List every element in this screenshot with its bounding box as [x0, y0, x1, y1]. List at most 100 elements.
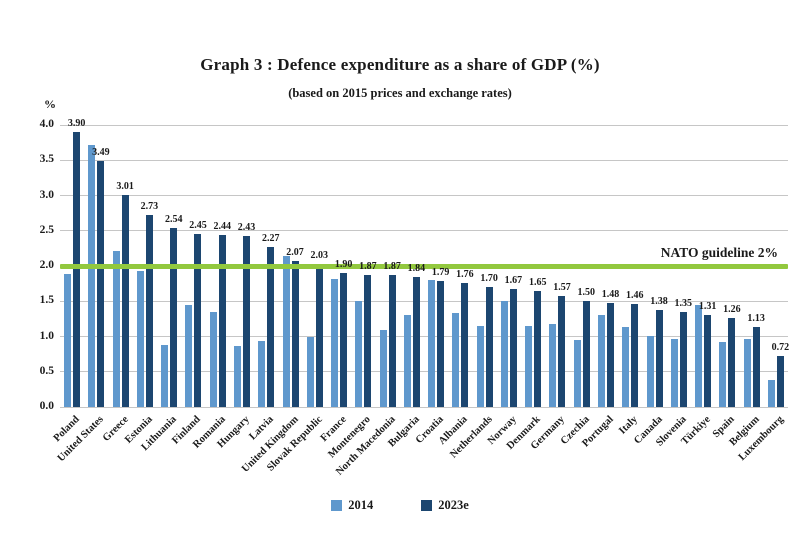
bar-2023e-lithuania	[170, 227, 178, 407]
data-label: 1.79	[431, 266, 450, 278]
y-tick-label: 1.5	[39, 294, 54, 307]
bar-2014-croatia	[428, 280, 436, 407]
bar-2023e-montenegro	[364, 275, 372, 407]
y-axis-unit-label: %	[44, 97, 56, 111]
bar-2023e-united-states	[97, 160, 105, 407]
data-label: 2.54	[164, 213, 183, 225]
data-label: 2.27	[262, 232, 280, 244]
bar-2023e-belgium	[752, 327, 760, 407]
bar-2023e-slovenia	[679, 311, 687, 407]
bar-2014-slovenia	[670, 338, 678, 407]
bar-2023e-luxembourg	[776, 356, 784, 407]
data-label: 2.45	[189, 220, 207, 232]
nato-guideline-label: NATO guideline 2%	[660, 245, 778, 260]
data-label: 1.70	[480, 273, 498, 285]
data-label: 1.26	[723, 304, 741, 316]
bar-2023e-finland	[194, 234, 202, 407]
legend-swatch-icon	[331, 500, 343, 511]
bar-2014-belgium	[743, 338, 751, 407]
data-label: 1.35	[674, 297, 693, 309]
gridline	[60, 371, 788, 373]
y-tick-label: 0.5	[39, 364, 54, 377]
bar-2014-hungary	[234, 346, 241, 407]
bar-2014-norway	[500, 300, 508, 407]
bar-2014-denmark	[525, 325, 533, 407]
bar-2023e-hungary	[243, 235, 250, 407]
bar-2014-united-kingdom	[282, 256, 290, 407]
data-label: 3.01	[116, 180, 134, 192]
data-label: 1.76	[456, 268, 474, 280]
legend-label: 2023e	[438, 498, 469, 512]
bar-2023e-greece	[121, 194, 129, 407]
bar-2014-bulgaria	[403, 314, 411, 407]
bar-2014-estonia	[136, 270, 144, 407]
bar-2023e-netherlands	[485, 287, 493, 407]
bar-2023e-germany	[558, 296, 566, 407]
data-label: 1.57	[553, 282, 571, 294]
bar-2014-portugal	[598, 314, 605, 407]
data-label: 1.13	[747, 313, 765, 325]
data-label: 1.84	[407, 263, 426, 275]
bar-2023e-poland	[73, 132, 81, 407]
bar-2014-latvia	[258, 340, 266, 407]
bar-2014-netherlands	[476, 325, 484, 407]
bar-2014-lithuania	[161, 344, 169, 407]
y-tick-label: 3.5	[39, 153, 54, 166]
bar-2014-poland	[64, 274, 72, 407]
bar-2023e-slovak-republic	[315, 263, 323, 407]
bar-2014-finland	[185, 304, 193, 407]
gridline	[60, 124, 788, 126]
bar-2023e-denmark	[534, 290, 542, 407]
bar-2023e-north-macedonia	[388, 275, 396, 407]
data-label: 1.87	[359, 261, 377, 273]
y-tick-label: 2.0	[39, 259, 54, 271]
bar-2014-north-macedonia	[379, 330, 387, 407]
chart-subtitle: (based on 2015 prices and exchange rates…	[288, 86, 512, 100]
bar-2014-czechia	[573, 340, 581, 407]
bar-2023e-france	[340, 273, 348, 407]
gridline	[60, 406, 788, 408]
data-label: 2.44	[213, 220, 231, 232]
bar-2023e-latvia	[267, 246, 275, 407]
bar-2014-germany	[549, 323, 557, 407]
data-label: 1.90	[334, 259, 353, 271]
data-label: 3.90	[67, 118, 86, 130]
bar-2014-albania	[452, 312, 460, 407]
nato-guideline-line	[60, 263, 788, 269]
data-label: 2.43	[237, 221, 256, 233]
data-label: 3.49	[92, 146, 110, 158]
chart-legend: 2014 2023e	[0, 498, 800, 513]
data-label: 2.07	[286, 247, 304, 259]
data-label: 1.38	[650, 295, 668, 307]
bar-2023e-romania	[218, 234, 226, 407]
legend-item-2023e: 2023e	[421, 498, 469, 513]
chart-title: Graph 3 : Defence expenditure as a share…	[200, 55, 600, 74]
bar-2014-canada	[646, 335, 654, 407]
data-label: 1.65	[528, 276, 547, 288]
bar-2014-romania	[209, 311, 217, 407]
data-label: 2.03	[310, 249, 329, 261]
bar-2014-slovak-republic	[306, 337, 314, 407]
bar-2023e-albania	[461, 282, 469, 407]
y-tick-label: 0.0	[39, 400, 54, 412]
bar-2023e-czechia	[582, 301, 590, 407]
data-label: 0.72	[771, 342, 790, 354]
bar-2014-spain	[719, 342, 727, 407]
data-label: 1.46	[626, 290, 644, 302]
bar-2023e-italy	[631, 304, 639, 407]
bar-2014-united-states	[88, 144, 96, 407]
bar-2023e-croatia	[437, 280, 445, 407]
gridline	[60, 230, 788, 232]
legend-swatch-icon	[421, 500, 433, 511]
bar-2014-greece	[112, 250, 120, 407]
bar-2023e-türkiye	[704, 314, 712, 407]
data-label: 1.48	[601, 288, 620, 300]
gridline	[60, 336, 788, 337]
bar-2023e-norway	[509, 289, 517, 407]
bar-2014-italy	[622, 326, 630, 407]
data-label: 2.73	[140, 200, 159, 212]
bar-2014-luxembourg	[767, 380, 775, 407]
data-label: 1.50	[577, 287, 595, 299]
data-label: 1.87	[383, 261, 401, 273]
